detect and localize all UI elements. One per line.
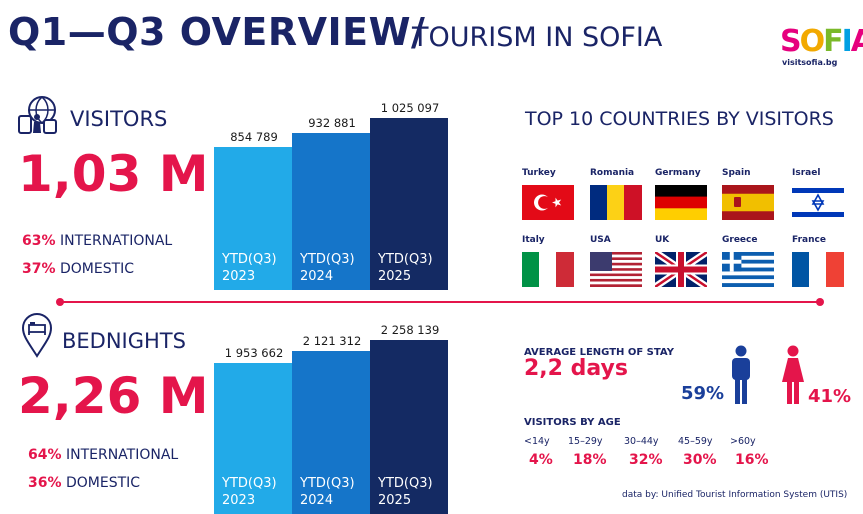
country-name-germany: Germany bbox=[655, 168, 701, 178]
visitors-bar-1: YTD(Q3) 2024 bbox=[292, 133, 370, 290]
visitors-bar-value-2: 1 025 097 bbox=[380, 101, 440, 115]
sofia-logo[interactable]: SOFIA visitsofia.bg bbox=[776, 18, 863, 72]
bednights-label: BEDNIGHTS bbox=[62, 329, 186, 353]
age-group-value: 30% bbox=[683, 452, 717, 468]
bednights-total: 2,26 M bbox=[18, 367, 209, 425]
bednights-domestic: 36% DOMESTIC bbox=[28, 475, 141, 491]
female-percentage: 41% bbox=[808, 386, 852, 407]
visitors-bar-label-0: YTD(Q3) 2023 bbox=[222, 252, 277, 284]
bednights-bar-value-1: 2 121 312 bbox=[302, 334, 362, 348]
page-title: Q1—Q3 OVERVIEW/ bbox=[8, 10, 426, 54]
visitors-total: 1,03 M bbox=[18, 145, 209, 203]
visitors-bar-value-0: 854 789 bbox=[230, 130, 278, 144]
country-name-greece: Greece bbox=[722, 235, 758, 245]
countries-title: TOP 10 COUNTRIES BY VISITORS bbox=[525, 108, 834, 130]
visitors-bar-value-1: 932 881 bbox=[308, 116, 356, 130]
divider-dot-right bbox=[816, 298, 824, 306]
bednights-bar-value-0: 1 953 662 bbox=[224, 346, 284, 360]
turkey-flag-icon bbox=[522, 185, 574, 220]
visitors-bar-label-1: YTD(Q3) 2024 bbox=[300, 252, 355, 284]
page-subtitle: TOURISM IN SOFIA bbox=[412, 22, 663, 53]
germany-flag-icon bbox=[655, 185, 707, 220]
age-group-value: 16% bbox=[735, 452, 769, 468]
country-name-israel: Israel bbox=[792, 168, 821, 178]
age-group-label: 45–59y bbox=[678, 436, 713, 447]
age-group-value: 18% bbox=[573, 452, 607, 468]
greece-flag-icon bbox=[722, 252, 774, 287]
traveler-globe-icon bbox=[16, 94, 60, 136]
age-group-value: 32% bbox=[629, 452, 663, 468]
italy-flag-icon bbox=[522, 252, 574, 287]
visitors-international: 63% INTERNATIONAL bbox=[22, 233, 173, 249]
bednights-bar-1: YTD(Q3) 2024 bbox=[292, 351, 370, 514]
section-divider bbox=[60, 301, 820, 303]
age-group-label: >60y bbox=[730, 436, 756, 447]
visitors-bar-0: YTD(Q3) 2023 bbox=[214, 147, 292, 290]
male-icon bbox=[730, 345, 752, 405]
logo-url: visitsofia.bg bbox=[782, 58, 838, 67]
visitors-label: VISITORS bbox=[70, 107, 168, 131]
visitors-domestic: 37% DOMESTIC bbox=[22, 261, 135, 277]
stay-value: 2,2 days bbox=[524, 356, 628, 381]
female-icon bbox=[781, 345, 805, 405]
bednights-bar-0: YTD(Q3) 2023 bbox=[214, 363, 292, 514]
bednights-bar-chart: YTD(Q3) 2023 1 953 662 YTD(Q3) 2024 2 121 312… bbox=[214, 318, 448, 514]
country-name-italy: Italy bbox=[522, 235, 545, 245]
age-label: VISITORS BY AGE bbox=[524, 417, 621, 428]
spain-flag-icon bbox=[722, 185, 774, 220]
logo-wordmark: SOFIA bbox=[780, 24, 863, 59]
uk-flag-icon bbox=[655, 252, 707, 287]
israel-flag-icon bbox=[792, 185, 844, 220]
data-source: data by: Unified Tourist Information Sys… bbox=[622, 490, 848, 500]
stay-label: AVERAGE LENGTH OF STAY bbox=[524, 347, 674, 358]
country-name-spain: Spain bbox=[722, 168, 751, 178]
divider-dot-left bbox=[56, 298, 64, 306]
country-name-usa: USA bbox=[590, 235, 611, 245]
age-group-label: 30–44y bbox=[624, 436, 659, 447]
france-flag-icon bbox=[792, 252, 844, 287]
age-group-label: <14y bbox=[524, 436, 550, 447]
age-group-label: 15–29y bbox=[568, 436, 603, 447]
bednights-bar-label-1: YTD(Q3) 2024 bbox=[300, 476, 355, 508]
country-name-uk: UK bbox=[655, 235, 670, 245]
visitors-bar-2: YTD(Q3) 2025 bbox=[370, 118, 448, 290]
bednights-international: 64% INTERNATIONAL bbox=[28, 447, 179, 463]
visitors-bar-label-2: YTD(Q3) 2025 bbox=[378, 252, 433, 284]
bednights-bar-label-0: YTD(Q3) 2023 bbox=[222, 476, 277, 508]
country-name-romania: Romania bbox=[590, 168, 635, 178]
usa-flag-icon bbox=[590, 252, 642, 287]
visitors-bar-chart: YTD(Q3) 2023 854 789 YTD(Q3) 2024 932 881 YTD(… bbox=[214, 96, 448, 290]
bednights-bar-2: YTD(Q3) 2025 bbox=[370, 340, 448, 514]
country-name-france: France bbox=[792, 235, 826, 245]
bednights-bar-label-2: YTD(Q3) 2025 bbox=[378, 476, 433, 508]
male-percentage: 59% bbox=[681, 383, 725, 404]
romania-flag-icon bbox=[590, 185, 642, 220]
bed-pin-icon bbox=[20, 312, 54, 358]
age-group-value: 4% bbox=[529, 452, 553, 468]
bednights-bar-value-2: 2 258 139 bbox=[380, 323, 440, 337]
country-name-turkey: Turkey bbox=[522, 168, 556, 178]
